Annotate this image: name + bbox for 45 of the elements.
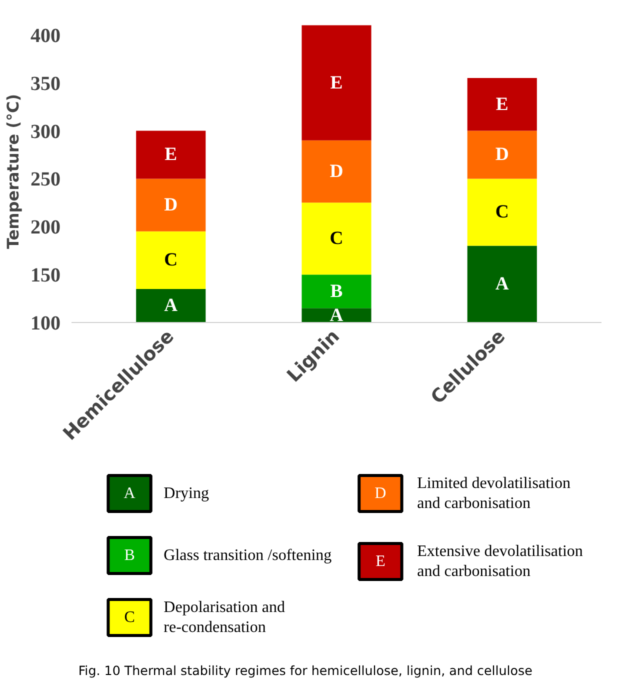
legend-label: Extensive devolatilisation and carbonisation (417, 542, 583, 580)
y-tick-label: 200 (30, 216, 60, 239)
y-tick-label: 400 (30, 24, 60, 47)
annotation: B (330, 280, 343, 302)
bar (467, 246, 537, 322)
y-tick-label: 350 (30, 72, 60, 95)
bar (302, 202, 372, 275)
bar (467, 178, 537, 246)
annotation: D (164, 194, 178, 216)
annotation: E (330, 72, 343, 94)
bar (136, 130, 206, 179)
annotation: E (164, 144, 178, 166)
bar (302, 140, 372, 203)
annotation: C (330, 228, 344, 250)
bar (467, 78, 537, 131)
bar (136, 231, 206, 289)
legend-label: Limited devolatilisation and carbonisation (417, 474, 570, 512)
text: E (376, 553, 386, 570)
y-tick-label: 250 (30, 168, 60, 191)
text: A (124, 485, 136, 502)
text: C (124, 609, 135, 626)
caption: Fig. 10 Thermal stability regimes for hemicellulose, lignin, and cellulose (78, 663, 533, 678)
bar (302, 25, 372, 140)
annotation: C (164, 250, 178, 271)
y-axis-title: Temperature (°C) (4, 94, 22, 250)
annotation: A (330, 304, 344, 326)
text: D (374, 485, 386, 502)
annotation: E (496, 94, 508, 115)
legend-label: Glass transition /softening (164, 547, 332, 564)
annotation: A (164, 295, 178, 316)
annotation: A (495, 274, 510, 295)
annotation: C (495, 202, 509, 223)
y-tick-label: 150 (30, 264, 60, 287)
bar (136, 178, 206, 232)
annotation: D (330, 161, 344, 182)
y-tick-label: 300 (30, 120, 60, 143)
y-tick-label: 100 (30, 312, 60, 334)
bar (467, 130, 537, 179)
annotation: D (495, 144, 509, 166)
legend-label: Depolarisation and re-condensation (164, 598, 285, 636)
bar (136, 288, 206, 322)
bar (302, 274, 372, 308)
bar (302, 308, 372, 322)
text: B (124, 547, 135, 564)
legend-label: Drying (164, 485, 209, 502)
